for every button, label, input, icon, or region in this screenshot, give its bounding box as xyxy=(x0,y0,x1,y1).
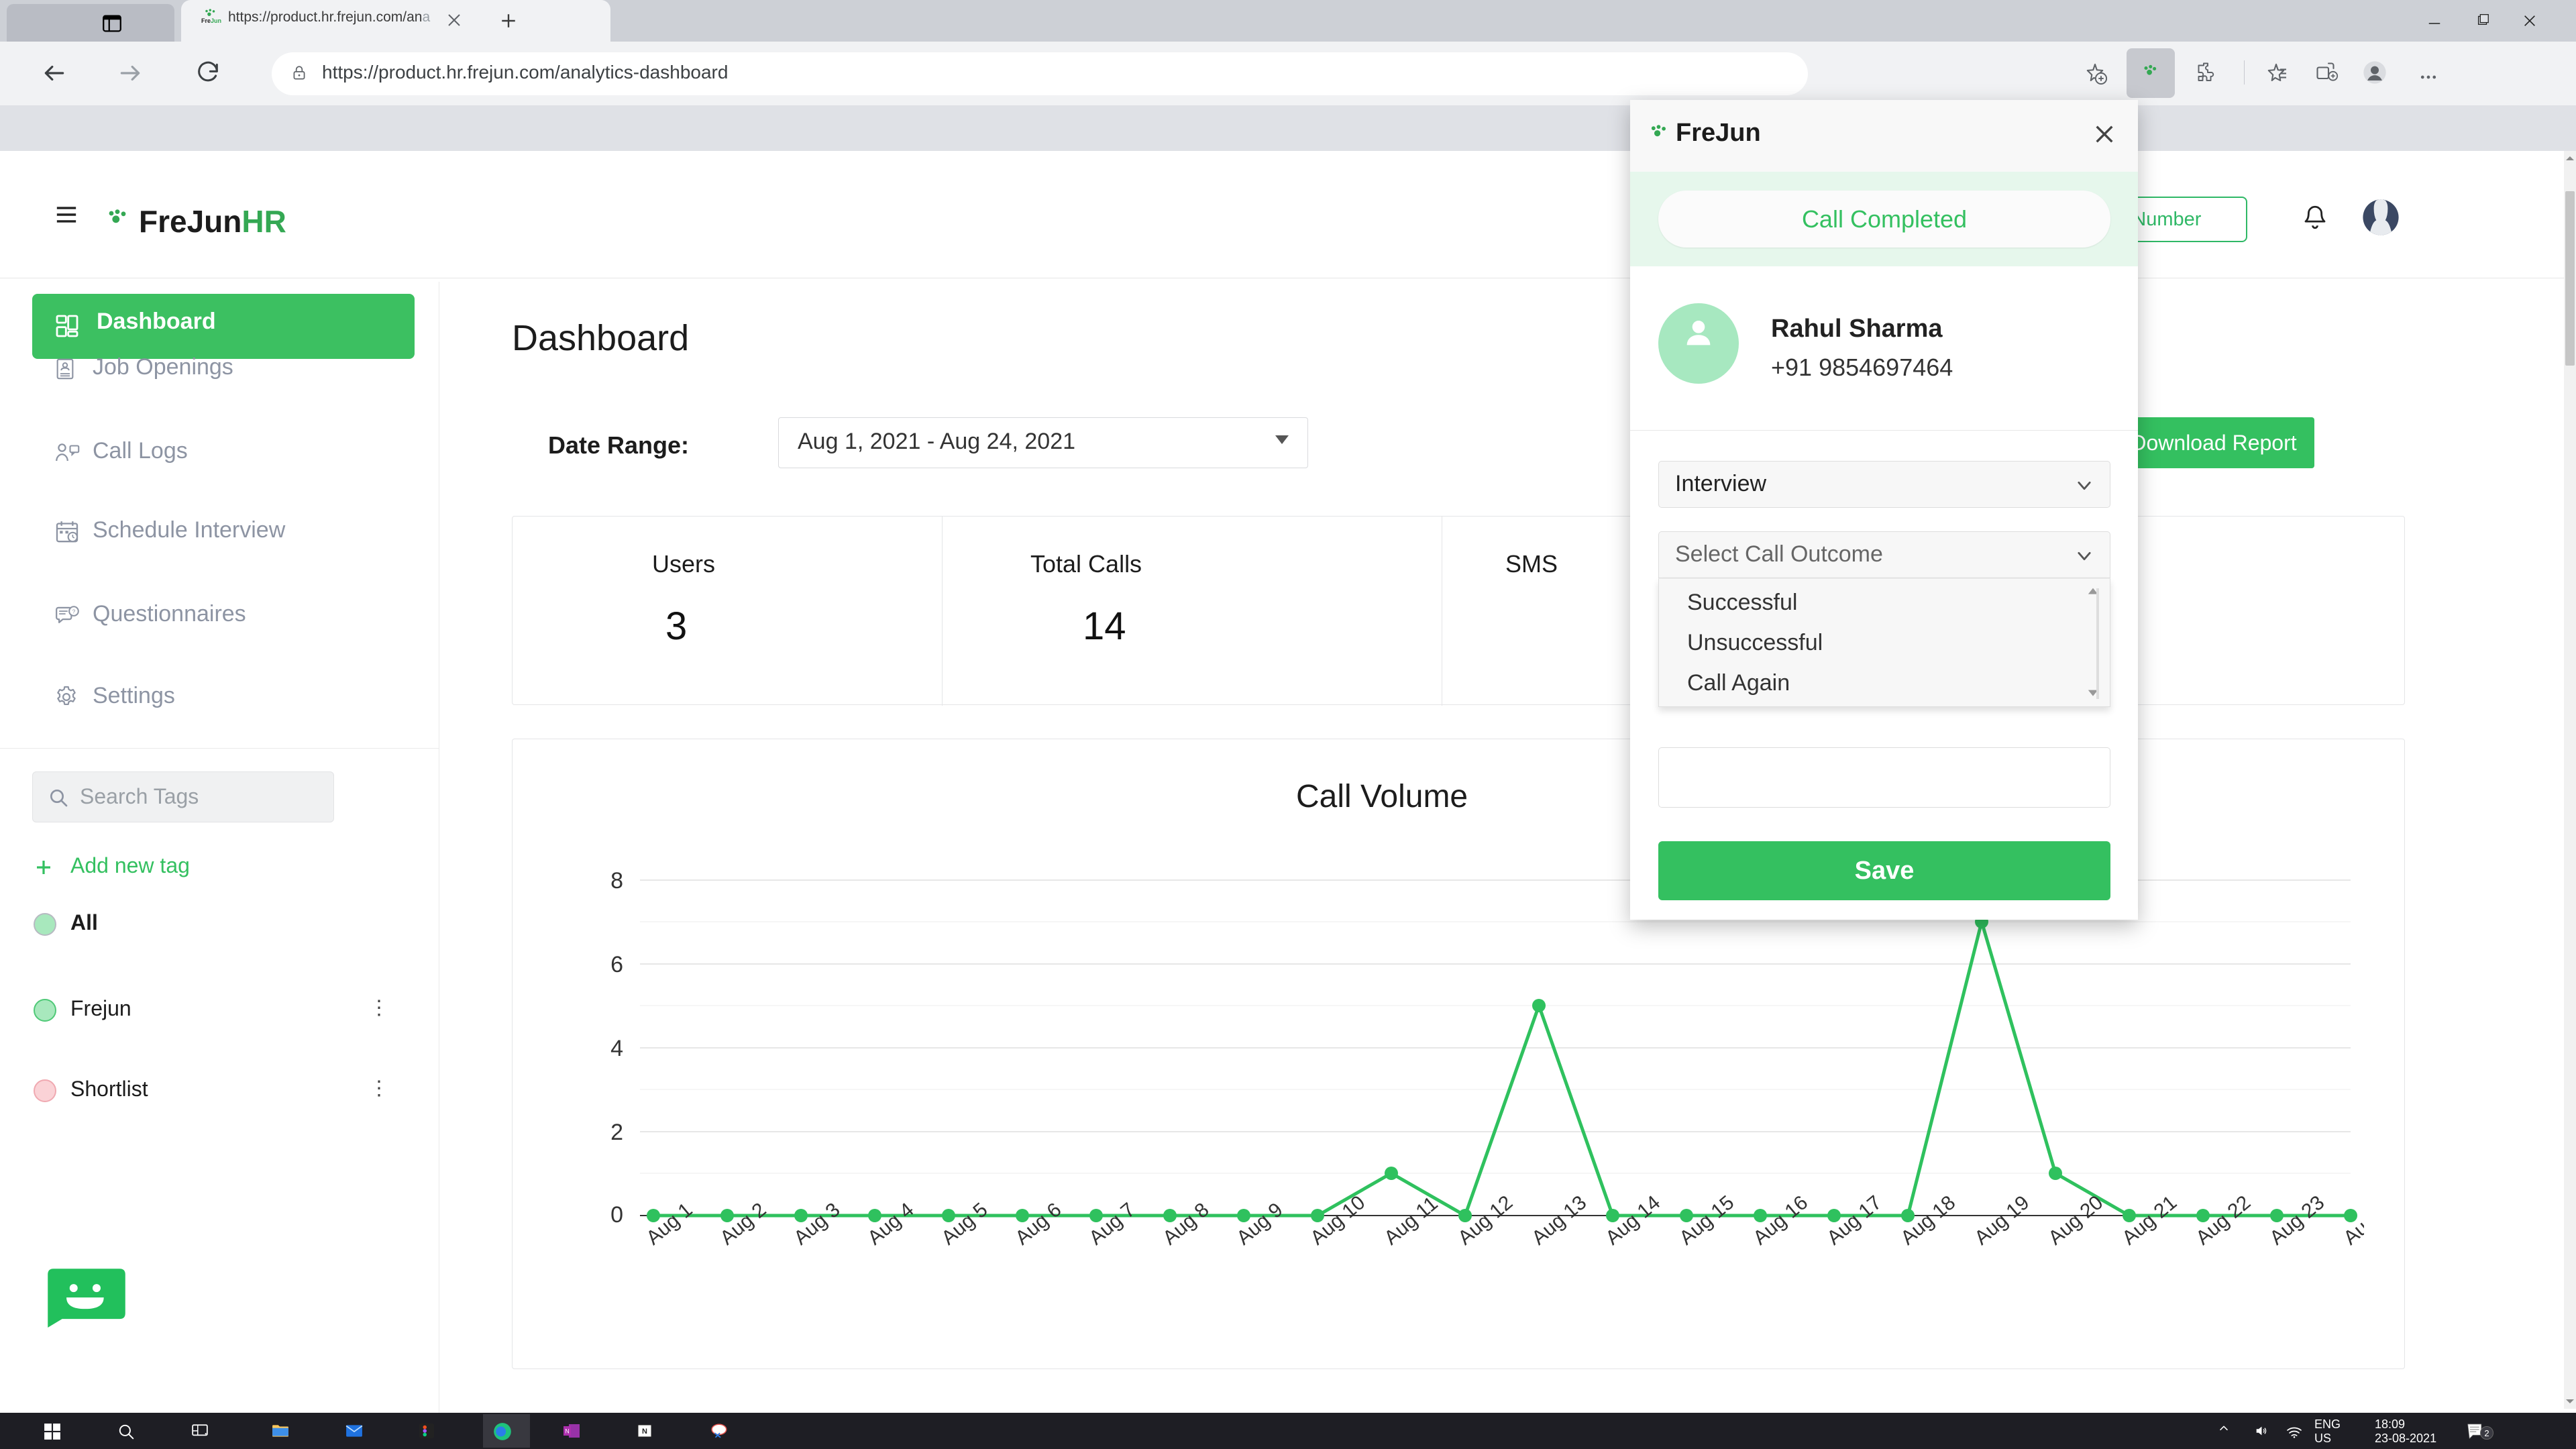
svg-text:Aug 9: Aug 9 xyxy=(1232,1199,1287,1250)
svg-text:Aug 20: Aug 20 xyxy=(2044,1191,2107,1249)
svg-text:4: 4 xyxy=(610,1036,623,1061)
svg-text:0: 0 xyxy=(610,1202,623,1228)
svg-text:N: N xyxy=(642,1428,647,1436)
svg-text:N: N xyxy=(565,1428,570,1435)
svg-text:Aug 2: Aug 2 xyxy=(716,1199,770,1250)
svg-text:6: 6 xyxy=(610,952,623,977)
svg-text:?: ? xyxy=(72,608,76,615)
svg-text:Aug 3: Aug 3 xyxy=(790,1199,844,1250)
svg-text:Aug 19: Aug 19 xyxy=(1970,1191,2033,1249)
svg-text:Aug 11: Aug 11 xyxy=(1380,1192,1442,1249)
svg-text:Aug 7: Aug 7 xyxy=(1085,1199,1139,1250)
svg-text:2: 2 xyxy=(610,1120,623,1145)
svg-text:8: 8 xyxy=(610,868,623,894)
svg-text:Aug 4: Aug 4 xyxy=(863,1199,918,1250)
svg-text:Aug 8: Aug 8 xyxy=(1159,1199,1213,1250)
svg-text:Aug 5: Aug 5 xyxy=(937,1199,991,1250)
svg-text:Aug 13: Aug 13 xyxy=(1527,1191,1591,1249)
svg-text:Aug 1: Aug 1 xyxy=(642,1199,696,1250)
svg-text:Aug 6: Aug 6 xyxy=(1011,1199,1065,1250)
